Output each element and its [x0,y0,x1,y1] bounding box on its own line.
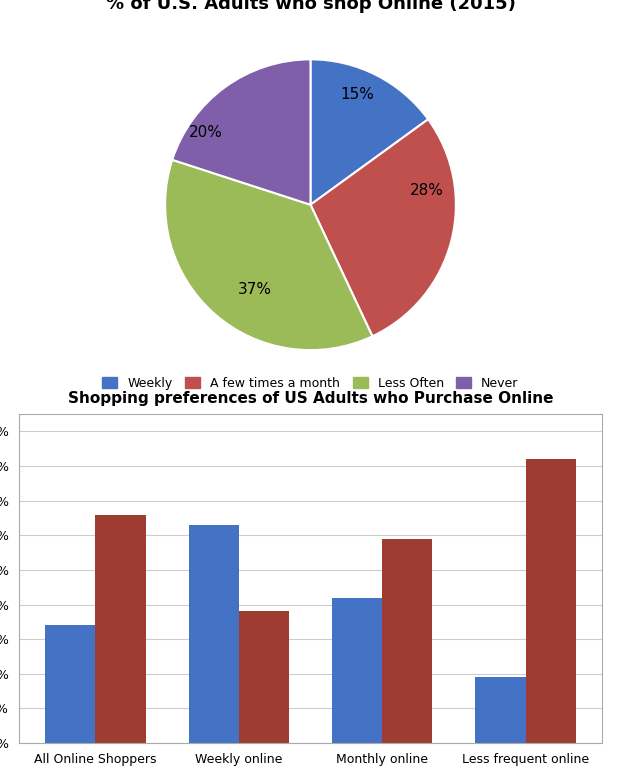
Title: Shopping preferences of US Adults who Purchase Online: Shopping preferences of US Adults who Pu… [68,391,553,406]
Bar [476,677,525,743]
Title: % of U.S. Adults who shop Online (2015): % of U.S. Adults who shop Online (2015) [106,0,515,13]
Bar [96,515,145,743]
Bar [239,611,289,743]
Text: 28%: 28% [410,182,444,198]
Bar [189,525,239,743]
Bar [45,625,96,743]
Bar [332,597,382,743]
Bar [525,459,576,743]
Bar [382,538,432,743]
Text: 20%: 20% [189,125,223,139]
Wedge shape [165,160,373,350]
Legend: Weekly, A few times a month, Less Often, Never: Weekly, A few times a month, Less Often,… [97,372,524,394]
Text: 15%: 15% [340,87,374,102]
Wedge shape [310,59,428,205]
Wedge shape [172,59,310,205]
Text: 37%: 37% [238,282,272,296]
Wedge shape [310,119,456,336]
